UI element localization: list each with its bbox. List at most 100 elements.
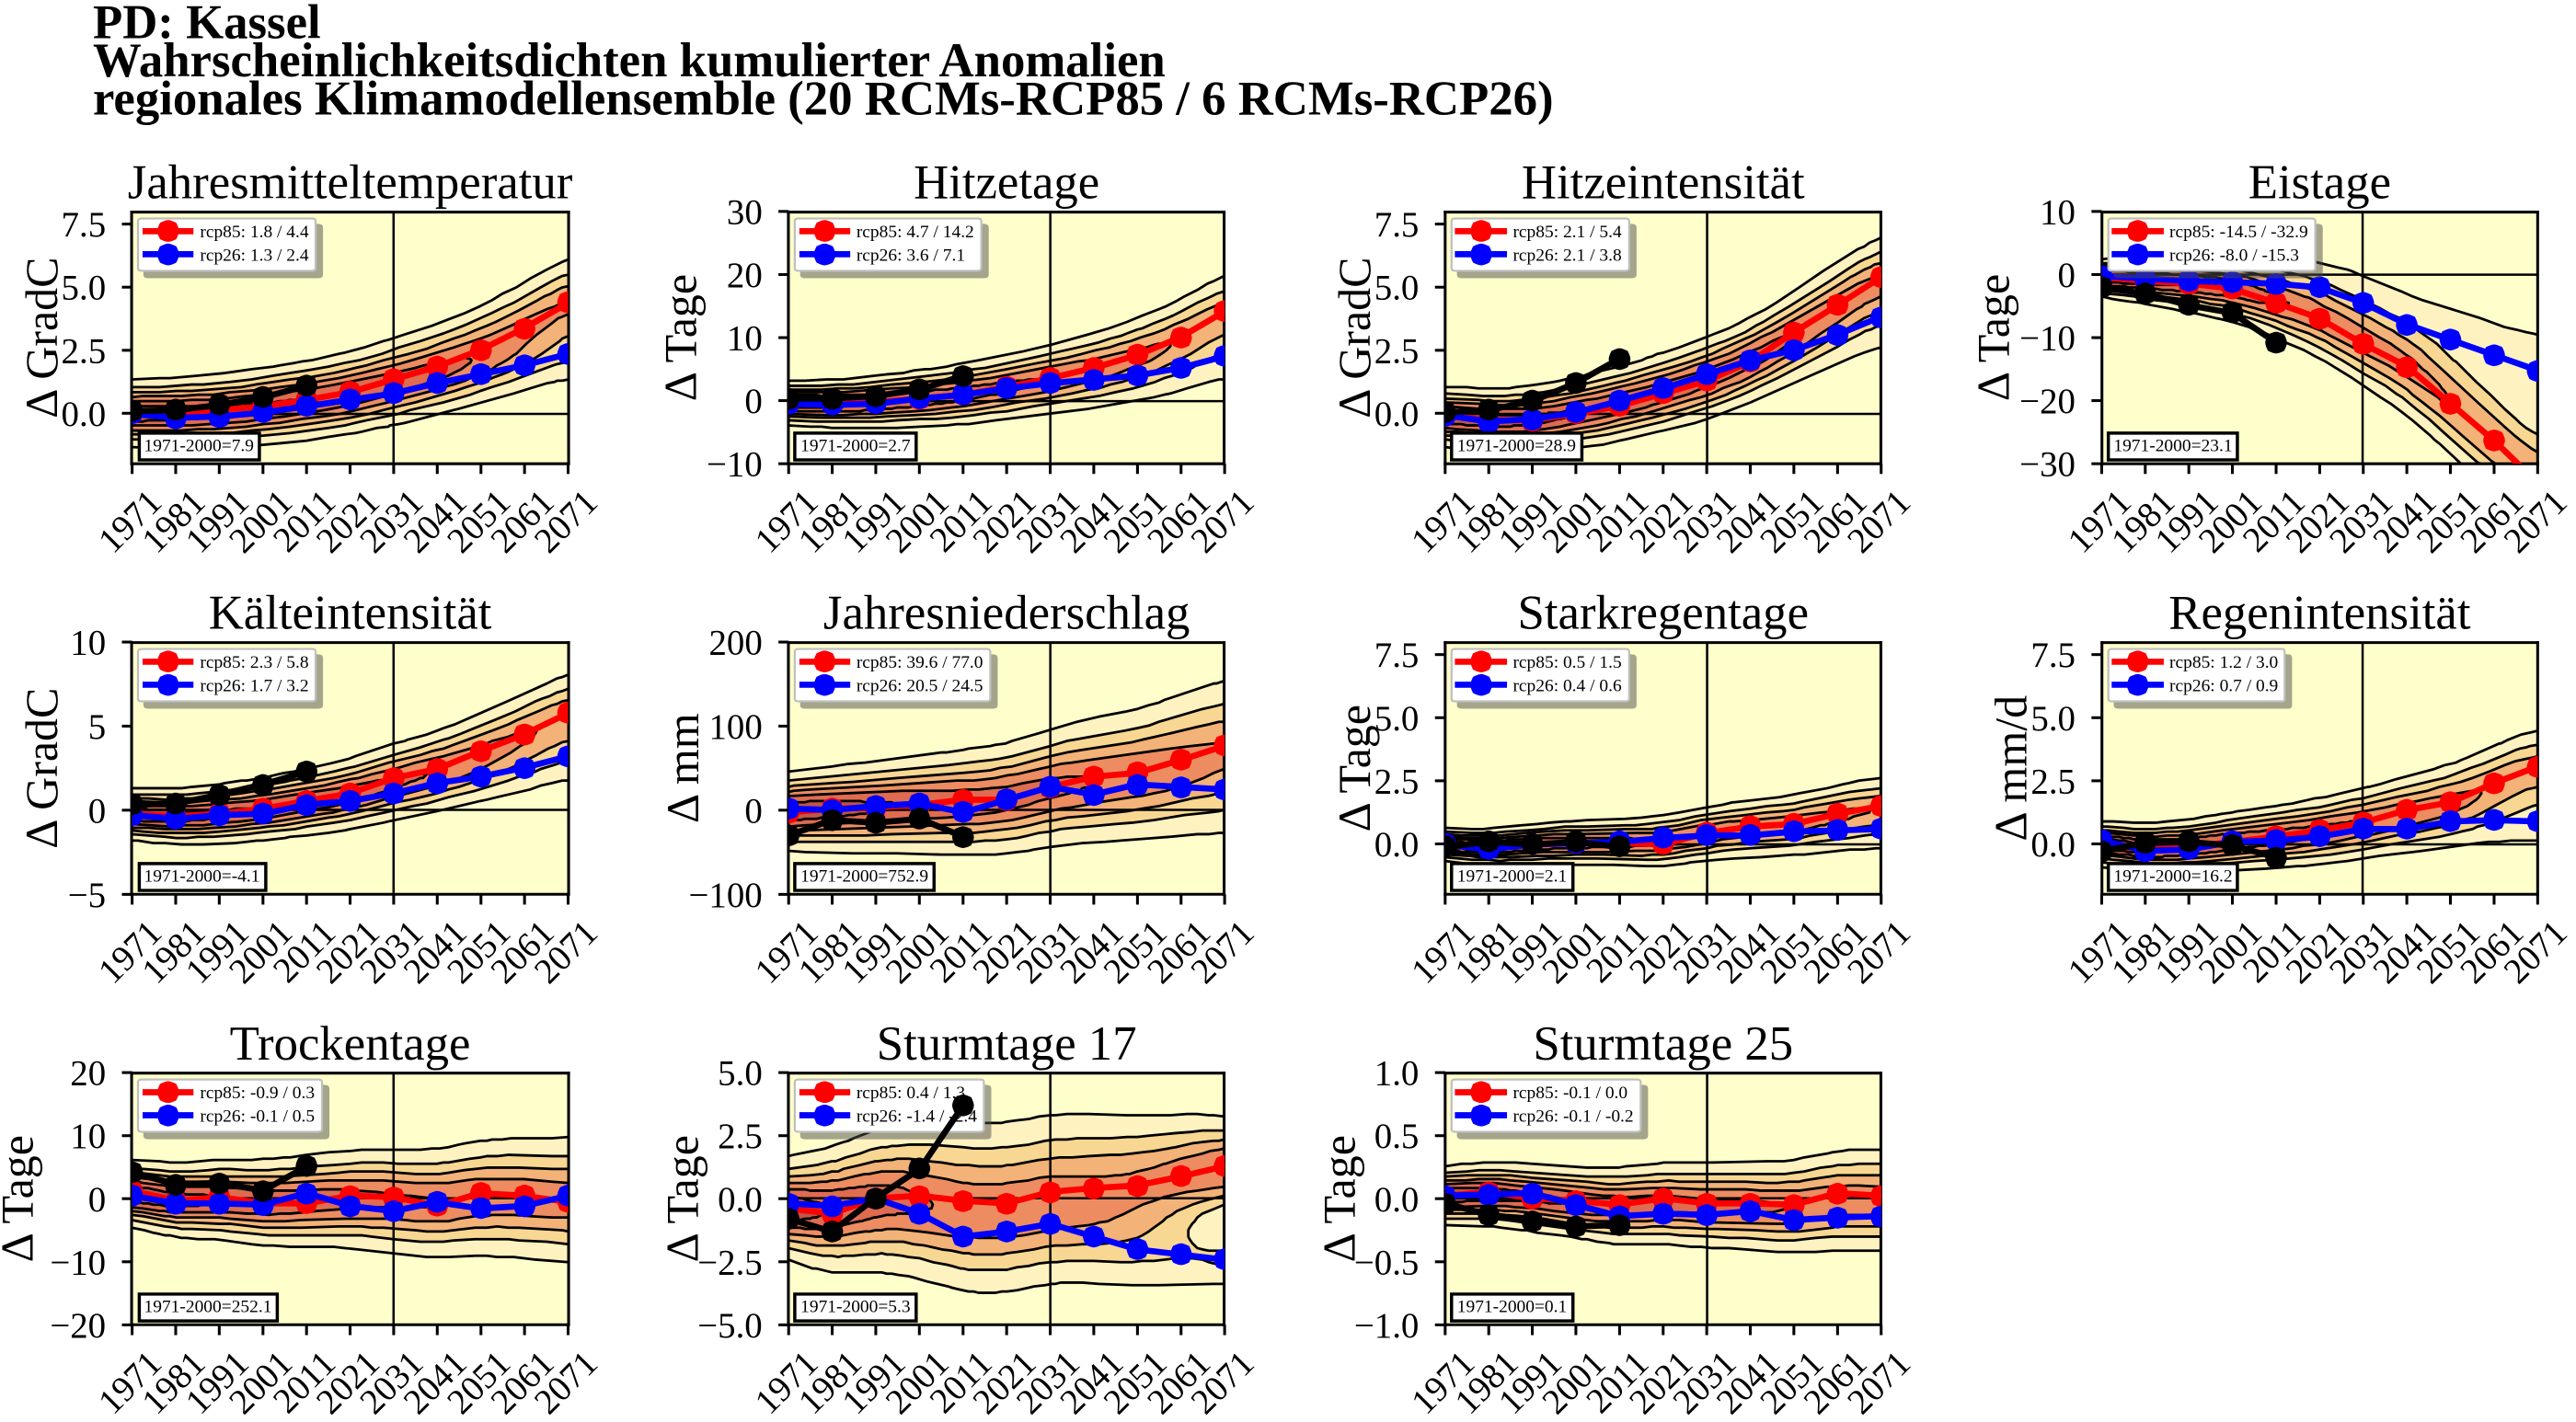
svg-text:−100: −100 bbox=[689, 876, 763, 915]
svg-text:Δ Tage: Δ Tage bbox=[657, 1135, 708, 1262]
svg-text:5.0: 5.0 bbox=[2030, 699, 2076, 739]
svg-text:Sturmtage 17: Sturmtage 17 bbox=[877, 1017, 1137, 1071]
svg-text:−5.0: −5.0 bbox=[697, 1306, 763, 1346]
svg-text:1971-2000=23.1: 1971-2000=23.1 bbox=[2113, 436, 2232, 455]
svg-text:Jahresmitteltemperatur: Jahresmitteltemperatur bbox=[128, 156, 573, 210]
svg-text:rcp85: 1.8 / 4.4: rcp85: 1.8 / 4.4 bbox=[200, 223, 309, 242]
svg-text:Hitzetage: Hitzetage bbox=[914, 156, 1099, 210]
svg-text:2.5: 2.5 bbox=[1374, 331, 1420, 371]
svg-text:0.0: 0.0 bbox=[1374, 825, 1420, 865]
svg-text:PD: Kassel: PD: Kassel bbox=[93, 0, 321, 50]
svg-text:rcp85: 39.6 / 77.0: rcp85: 39.6 / 77.0 bbox=[857, 653, 983, 672]
svg-text:Δ Tage: Δ Tage bbox=[1313, 1135, 1364, 1262]
svg-text:0.0: 0.0 bbox=[62, 395, 107, 434]
svg-text:1971-2000=0.1: 1971-2000=0.1 bbox=[1457, 1298, 1567, 1317]
svg-text:Sturmtage 25: Sturmtage 25 bbox=[1533, 1017, 1793, 1071]
svg-text:−10: −10 bbox=[2019, 319, 2076, 359]
svg-text:1971-2000=-4.1: 1971-2000=-4.1 bbox=[144, 866, 260, 886]
svg-text:rcp85: 2.1 / 5.4: rcp85: 2.1 / 5.4 bbox=[1512, 223, 1622, 242]
svg-text:1971-2000=5.3: 1971-2000=5.3 bbox=[800, 1298, 910, 1317]
svg-text:−30: −30 bbox=[2019, 445, 2076, 485]
svg-text:−1.0: −1.0 bbox=[1354, 1306, 1420, 1346]
svg-text:rcp26: -0.1 / -0.2: rcp26: -0.1 / -0.2 bbox=[1512, 1107, 1633, 1127]
svg-text:0: 0 bbox=[88, 1180, 106, 1220]
svg-text:Δ Tage: Δ Tage bbox=[654, 274, 706, 401]
svg-text:rcp26: -1.4 / -2.4: rcp26: -1.4 / -2.4 bbox=[857, 1107, 977, 1127]
svg-text:10: 10 bbox=[70, 1117, 106, 1156]
svg-text:rcp26: 2.1 / 3.8: rcp26: 2.1 / 3.8 bbox=[1512, 246, 1621, 265]
svg-text:Δ GradC: Δ GradC bbox=[16, 688, 67, 849]
svg-text:5: 5 bbox=[88, 707, 106, 747]
svg-text:1971-2000=16.2: 1971-2000=16.2 bbox=[2113, 866, 2232, 886]
svg-text:5.0: 5.0 bbox=[62, 269, 107, 308]
svg-text:10: 10 bbox=[727, 319, 763, 359]
svg-text:20: 20 bbox=[70, 1054, 106, 1094]
svg-text:Δ mm: Δ mm bbox=[657, 713, 708, 823]
svg-text:0: 0 bbox=[2058, 256, 2076, 295]
svg-text:7.5: 7.5 bbox=[62, 205, 107, 245]
svg-text:1971-2000=752.9: 1971-2000=752.9 bbox=[800, 866, 928, 886]
svg-text:0.0: 0.0 bbox=[1374, 1180, 1420, 1220]
svg-text:200: 200 bbox=[708, 624, 762, 663]
svg-text:100: 100 bbox=[708, 707, 762, 747]
svg-text:rcp85: 2.3 / 5.8: rcp85: 2.3 / 5.8 bbox=[200, 653, 308, 672]
svg-text:rcp26: -8.0 / -15.3: rcp26: -8.0 / -15.3 bbox=[2169, 246, 2299, 265]
svg-text:−10: −10 bbox=[707, 445, 763, 485]
svg-text:0.0: 0.0 bbox=[2030, 825, 2076, 865]
svg-text:2.5: 2.5 bbox=[1374, 762, 1420, 801]
svg-text:10: 10 bbox=[2040, 192, 2076, 232]
svg-text:5.0: 5.0 bbox=[1374, 699, 1420, 739]
svg-text:1971-2000=7.9: 1971-2000=7.9 bbox=[144, 436, 254, 455]
svg-text:Wahrscheinlichkeitsdichten kum: Wahrscheinlichkeitsdichten kumulierter A… bbox=[93, 34, 1166, 87]
svg-text:rcp26: 1.7 / 3.2: rcp26: 1.7 / 3.2 bbox=[200, 677, 308, 696]
svg-text:rcp85: -0.1 / 0.0: rcp85: -0.1 / 0.0 bbox=[1512, 1084, 1627, 1103]
svg-text:5.0: 5.0 bbox=[718, 1054, 763, 1094]
svg-text:rcp85: -14.5 / -32.9: rcp85: -14.5 / -32.9 bbox=[2169, 223, 2308, 242]
svg-text:rcp85: -0.9 / 0.3: rcp85: -0.9 / 0.3 bbox=[200, 1084, 315, 1103]
svg-text:rcp85: 0.4 / 1.3: rcp85: 0.4 / 1.3 bbox=[857, 1084, 965, 1103]
svg-text:1971-2000=252.1: 1971-2000=252.1 bbox=[144, 1298, 272, 1317]
svg-text:Regenintensität: Regenintensität bbox=[2168, 587, 2471, 640]
svg-text:Δ Tage: Δ Tage bbox=[0, 1135, 43, 1262]
svg-text:1971-2000=2.1: 1971-2000=2.1 bbox=[1457, 866, 1567, 886]
svg-text:10: 10 bbox=[70, 624, 106, 663]
svg-text:Δ Tage: Δ Tage bbox=[1968, 274, 2019, 401]
svg-text:1971-2000=28.9: 1971-2000=28.9 bbox=[1457, 436, 1576, 455]
svg-text:7.5: 7.5 bbox=[1374, 636, 1420, 675]
svg-text:rcp26: -0.1 / 0.5: rcp26: -0.1 / 0.5 bbox=[200, 1107, 315, 1127]
svg-text:Hitzeintensität: Hitzeintensität bbox=[1522, 156, 1805, 210]
svg-text:rcp26: 1.3 / 2.4: rcp26: 1.3 / 2.4 bbox=[200, 246, 309, 265]
svg-text:30: 30 bbox=[727, 192, 763, 232]
svg-text:2.5: 2.5 bbox=[718, 1117, 763, 1156]
svg-text:Δ mm/d: Δ mm/d bbox=[1985, 695, 2037, 842]
svg-text:rcp26: 0.4 / 0.6: rcp26: 0.4 / 0.6 bbox=[1512, 677, 1622, 696]
svg-text:0.0: 0.0 bbox=[1374, 395, 1420, 434]
svg-text:rcp26: 20.5 / 24.5: rcp26: 20.5 / 24.5 bbox=[857, 677, 983, 696]
svg-text:rcp85: 0.5 / 1.5: rcp85: 0.5 / 1.5 bbox=[1512, 653, 1621, 672]
svg-text:−0.5: −0.5 bbox=[1354, 1243, 1420, 1282]
svg-text:rcp85: 4.7 / 14.2: rcp85: 4.7 / 14.2 bbox=[857, 223, 974, 242]
svg-text:0.5: 0.5 bbox=[1374, 1117, 1420, 1156]
svg-text:rcp85: 1.2 / 3.0: rcp85: 1.2 / 3.0 bbox=[2169, 653, 2278, 672]
svg-text:rcp26: 0.7 / 0.9: rcp26: 0.7 / 0.9 bbox=[2169, 677, 2278, 696]
svg-text:1.0: 1.0 bbox=[1374, 1054, 1420, 1094]
svg-text:Trockentage: Trockentage bbox=[230, 1017, 471, 1071]
svg-text:0: 0 bbox=[744, 791, 762, 831]
svg-text:−10: −10 bbox=[50, 1243, 106, 1282]
svg-text:Δ Tage: Δ Tage bbox=[1328, 705, 1380, 831]
svg-text:1971-2000=2.7: 1971-2000=2.7 bbox=[800, 436, 911, 455]
svg-text:Δ GradC: Δ GradC bbox=[1328, 257, 1380, 418]
svg-text:7.5: 7.5 bbox=[1374, 205, 1420, 245]
svg-text:2.5: 2.5 bbox=[2030, 762, 2076, 801]
svg-text:5.0: 5.0 bbox=[1374, 269, 1420, 308]
svg-text:0.0: 0.0 bbox=[718, 1180, 763, 1220]
svg-text:Jahresniederschlag: Jahresniederschlag bbox=[823, 587, 1190, 640]
svg-text:7.5: 7.5 bbox=[2030, 636, 2076, 675]
svg-text:−2.5: −2.5 bbox=[697, 1243, 763, 1282]
svg-text:regionales Klimamodellensemble: regionales Klimamodellensemble (20 RCMs-… bbox=[93, 72, 1554, 125]
svg-text:−20: −20 bbox=[2019, 382, 2076, 421]
svg-text:0: 0 bbox=[88, 791, 106, 831]
svg-text:Eistage: Eistage bbox=[2248, 156, 2391, 210]
svg-text:−20: −20 bbox=[50, 1306, 106, 1346]
svg-text:0: 0 bbox=[744, 382, 762, 421]
